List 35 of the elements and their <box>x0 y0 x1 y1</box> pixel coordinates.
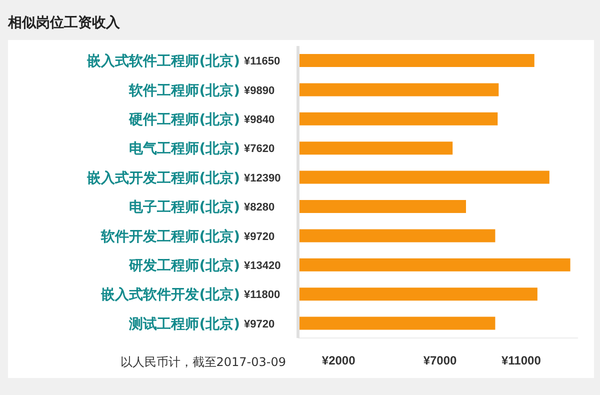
bar <box>298 142 453 155</box>
y-tick-label: 嵌入式开发工程师(北京) <box>86 169 240 186</box>
bar <box>298 258 570 272</box>
y-tick-label: 软件工程师(北京) <box>128 82 240 99</box>
y-tick-label: 嵌入式软件工程师(北京) <box>86 52 240 70</box>
text: 以人民币计，截至2017-03-09 <box>119 354 286 371</box>
y-tick-label: 测试工程师(北京) <box>128 315 240 332</box>
bar <box>298 229 496 242</box>
data-label: ¥11650 <box>244 56 280 68</box>
y-tick-label: 电气工程师(北京) <box>129 140 240 158</box>
data-label: ¥7620 <box>244 143 275 156</box>
bar <box>298 83 499 96</box>
bar <box>298 316 496 330</box>
text: 相似岗位工资收入 <box>8 14 120 32</box>
y-tick-label: 硬件工程师(北京) <box>128 111 240 128</box>
data-label: ¥9720 <box>244 230 275 243</box>
bar <box>298 200 466 213</box>
bar <box>298 112 498 126</box>
x-tick-label: ¥11000 <box>501 354 542 368</box>
data-label: ¥12390 <box>244 172 281 184</box>
data-label: ¥8280 <box>244 202 275 214</box>
bar <box>298 54 534 67</box>
data-label: ¥11800 <box>244 289 280 302</box>
data-label: ¥9720 <box>244 318 275 330</box>
y-tick-label: 电子工程师(北京) <box>129 198 240 216</box>
bar <box>298 170 550 184</box>
data-label: ¥13420 <box>244 260 281 272</box>
y-tick-label: 研发工程师(北京) <box>128 257 240 274</box>
y-tick-label: 软件开发工程师(北京) <box>100 228 240 245</box>
y-tick-label: 嵌入式软件开发(北京) <box>100 286 240 304</box>
data-label: ¥9890 <box>244 84 275 97</box>
bar <box>298 288 538 301</box>
x-tick-label: ¥2000 <box>322 354 356 368</box>
x-tick-label: ¥7000 <box>423 354 458 368</box>
data-label: ¥9840 <box>244 114 275 126</box>
